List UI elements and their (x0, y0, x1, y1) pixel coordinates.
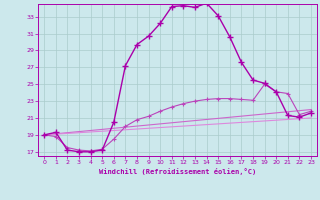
X-axis label: Windchill (Refroidissement éolien,°C): Windchill (Refroidissement éolien,°C) (99, 168, 256, 175)
